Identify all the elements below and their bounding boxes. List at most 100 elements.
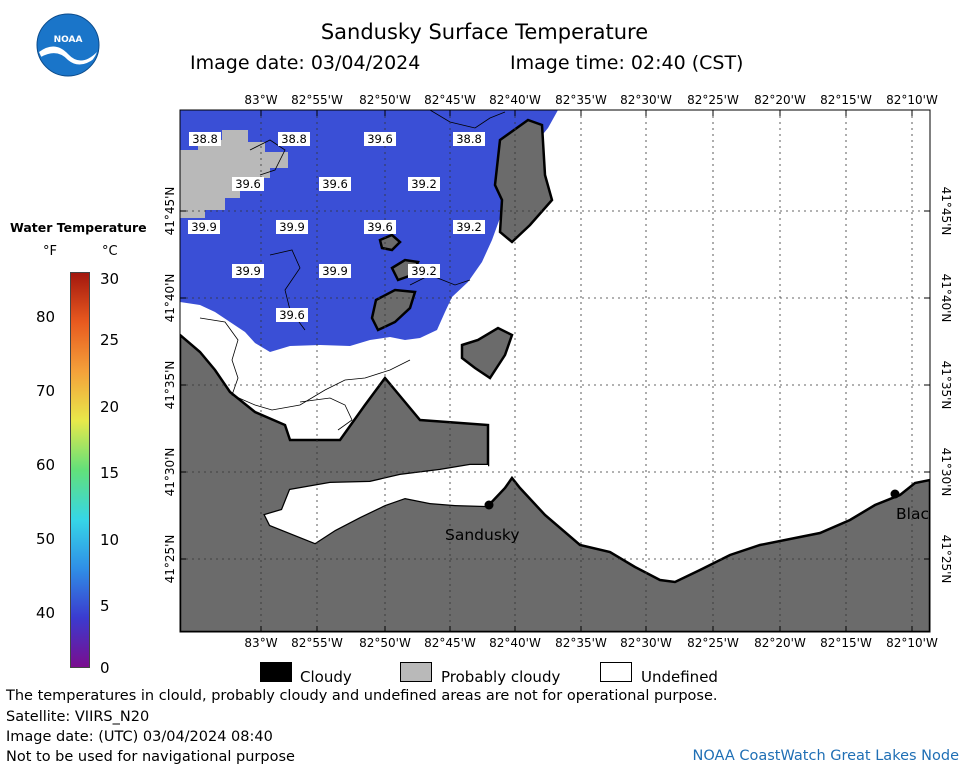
f-tick: 50	[36, 530, 56, 548]
temp-label-bg	[364, 220, 396, 234]
lat-label: 41°30'N	[163, 448, 177, 497]
key-cloudy-label: Cloudy	[300, 668, 352, 686]
logo-text: NOAA	[54, 35, 83, 45]
lat-label: 41°40'N	[163, 274, 177, 323]
temp-label-bg	[453, 220, 485, 234]
lon-label: 82°45'W	[424, 636, 476, 650]
colorbar-gradient	[70, 272, 90, 668]
f-tick: 40	[36, 604, 56, 622]
island	[370, 288, 417, 332]
lon-label: 82°25'W	[687, 93, 739, 107]
image-date: Image date: 03/04/2024	[190, 52, 421, 74]
page-title: Sandusky Surface Temperature	[320, 20, 649, 44]
temp-label: 39.9	[235, 264, 261, 278]
lon-label: 83°W	[244, 636, 277, 650]
lat-label: 41°45'N	[939, 187, 953, 236]
lon-label: 82°40'W	[489, 636, 541, 650]
utc-date: Image date: (UTC) 03/04/2024 08:40	[6, 729, 273, 745]
colorbar-title: Water Temperature	[10, 220, 147, 235]
disclaimer: The temperatures in clould, probably clo…	[6, 688, 718, 704]
lon-label: 82°20'W	[754, 93, 806, 107]
graticule	[180, 110, 930, 632]
lat-label: 41°35'N	[163, 361, 177, 410]
lon-label: 83°W	[244, 93, 277, 107]
nav-warning: Not to be used for navigational purpose	[6, 749, 295, 765]
temp-label-bg	[232, 264, 264, 278]
unit-c: °C	[102, 244, 118, 259]
temp-label: 38.8	[192, 132, 218, 146]
lon-label: 82°35'W	[555, 93, 607, 107]
lon-label: 82°50'W	[359, 636, 411, 650]
c-tick: 25	[100, 331, 120, 349]
satellite: Satellite: VIIRS_N20	[6, 709, 150, 725]
lon-label: 82°30'W	[620, 636, 672, 650]
lon-label: 82°55'W	[291, 636, 343, 650]
city-label-sandusky: Sandusky	[445, 526, 520, 544]
temp-label: 39.9	[191, 220, 217, 234]
city-label-right: Blac	[896, 505, 929, 523]
temp-label: 39.2	[456, 220, 482, 234]
lon-label: 82°30'W	[620, 93, 672, 107]
c-tick: 15	[100, 464, 120, 482]
lat-label: 41°25'N	[163, 535, 177, 584]
lat-label: 41°30'N	[939, 448, 953, 497]
temp-label: 39.6	[235, 177, 261, 191]
lon-label: 82°10'W	[886, 93, 938, 107]
temp-label-bg	[276, 220, 308, 234]
key-cloudy-swatch	[260, 662, 292, 682]
lat-label: 41°25'N	[939, 535, 953, 584]
c-tick: 30	[100, 270, 120, 288]
temp-label: 38.8	[456, 132, 482, 146]
city-marker-right	[890, 489, 900, 499]
temp-label: 39.6	[322, 177, 348, 191]
temp-label: 39.6	[279, 308, 305, 322]
temp-label-bg	[188, 220, 220, 234]
temp-label-bg	[278, 132, 310, 146]
temp-label-bg	[408, 264, 440, 278]
lon-label: 82°15'W	[820, 636, 872, 650]
temp-label-bg	[408, 177, 440, 191]
c-tick: 5	[100, 597, 110, 615]
island	[493, 118, 554, 244]
key-undefined-label: Undefined	[641, 668, 718, 686]
temp-label-bg	[189, 132, 221, 146]
temp-label-bg	[232, 177, 264, 191]
f-tick: 60	[36, 456, 56, 474]
temp-label: 39.2	[411, 177, 437, 191]
lon-label: 82°15'W	[820, 93, 872, 107]
lon-label: 82°40'W	[489, 93, 541, 107]
lat-label: 41°35'N	[939, 361, 953, 410]
lon-label: 82°45'W	[424, 93, 476, 107]
island	[460, 326, 514, 380]
lat-label: 41°40'N	[939, 274, 953, 323]
c-tick: 10	[100, 531, 120, 549]
lon-label: 82°55'W	[291, 93, 343, 107]
temp-label-bg	[319, 264, 351, 278]
temp-label-bg	[276, 308, 308, 322]
key-undefined-swatch	[600, 662, 632, 682]
lon-label: 82°35'W	[555, 636, 607, 650]
key-probably-cloudy-label: Probably cloudy	[441, 668, 561, 686]
temp-label: 39.2	[411, 264, 437, 278]
credit-link[interactable]: NOAA CoastWatch Great Lakes Node	[692, 748, 959, 764]
c-tick: 0	[100, 659, 110, 677]
temp-label-bg	[319, 177, 351, 191]
key-probably-cloudy-swatch	[400, 662, 432, 682]
lon-label: 82°10'W	[886, 636, 938, 650]
temp-label: 39.9	[279, 220, 305, 234]
temp-label-bg	[364, 132, 396, 146]
lon-label: 82°25'W	[687, 636, 739, 650]
f-tick: 80	[36, 308, 56, 326]
c-tick: 20	[100, 398, 120, 416]
temp-label-bg	[453, 132, 485, 146]
temp-label: 39.6	[367, 220, 393, 234]
f-tick: 70	[36, 382, 56, 400]
city-marker-sandusky	[484, 500, 494, 510]
lon-label: 82°20'W	[754, 636, 806, 650]
unit-f: °F	[43, 244, 57, 259]
temp-label: 38.8	[281, 132, 307, 146]
noaa-logo: NOAA	[36, 13, 100, 77]
temp-label: 39.9	[322, 264, 348, 278]
lon-label: 82°50'W	[359, 93, 411, 107]
